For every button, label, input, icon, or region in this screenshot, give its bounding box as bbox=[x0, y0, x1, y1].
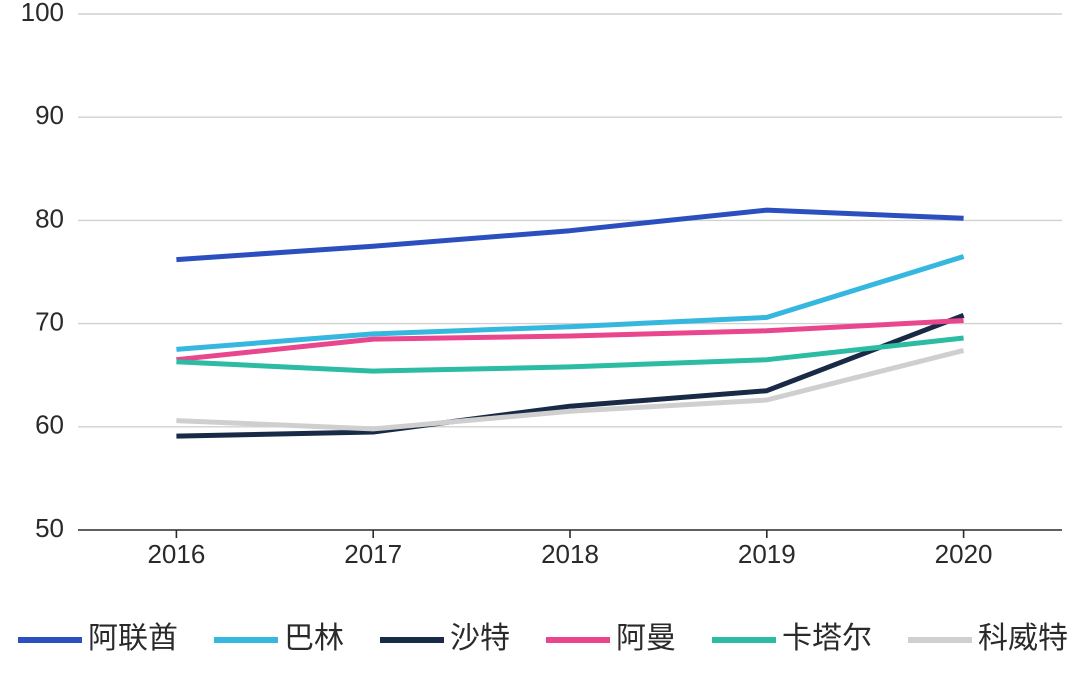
legend-label: 阿联酋 bbox=[88, 622, 178, 655]
x-tick-label: 2017 bbox=[344, 539, 402, 569]
line-chart: 50 60 70 80 90 100 2016 2017 2018 2019 2020 阿联酋 巴林 沙特… bbox=[0, 0, 1080, 681]
series-line bbox=[176, 210, 963, 260]
y-tick-label: 100 bbox=[21, 0, 64, 27]
x-tick-label: 2020 bbox=[935, 539, 993, 569]
y-tick-label: 70 bbox=[35, 306, 64, 336]
legend-label: 沙特 bbox=[450, 622, 510, 655]
y-tick-label: 50 bbox=[35, 513, 64, 543]
y-tick-label: 60 bbox=[35, 410, 64, 440]
x-tick-label: 2019 bbox=[738, 539, 796, 569]
x-tick-label: 2016 bbox=[147, 539, 205, 569]
x-tick-label: 2018 bbox=[541, 539, 599, 569]
legend-label: 巴林 bbox=[284, 622, 344, 655]
chart-svg: 50 60 70 80 90 100 2016 2017 2018 2019 2020 阿联酋 巴林 沙特… bbox=[0, 0, 1080, 681]
legend-label: 科威特 bbox=[978, 622, 1068, 655]
legend-label: 阿曼 bbox=[616, 622, 676, 655]
series-line bbox=[176, 338, 963, 371]
y-tick-label: 80 bbox=[35, 203, 64, 233]
legend-label: 卡塔尔 bbox=[782, 622, 872, 655]
y-tick-label: 90 bbox=[35, 100, 64, 130]
series-line bbox=[176, 315, 963, 436]
